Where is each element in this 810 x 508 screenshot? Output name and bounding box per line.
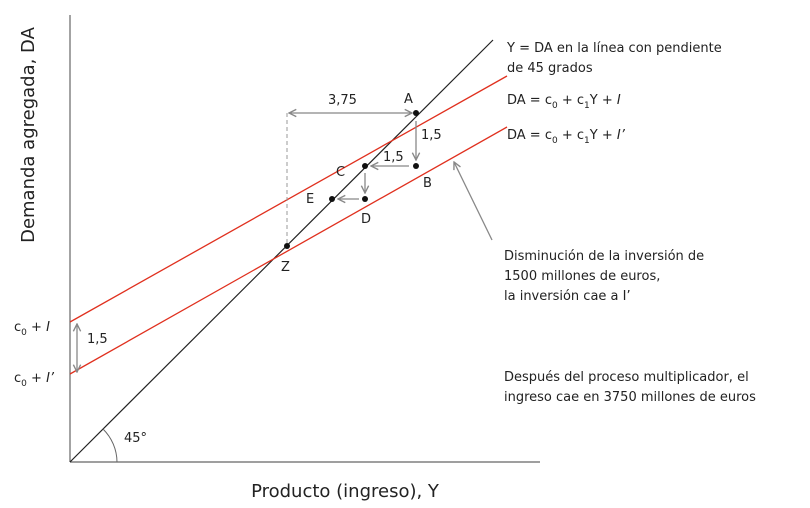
text-part: 0	[552, 101, 558, 111]
point-label: A	[404, 92, 413, 107]
text-part: 0	[552, 136, 558, 146]
note-text: Disminución de la inversión de	[504, 249, 704, 264]
legend-text: Y = DA en la línea con pendiente	[506, 41, 722, 56]
note-text: ingreso cae en 3750 millones de euros	[504, 390, 756, 405]
point-label: D	[361, 212, 371, 227]
angle-label: 45°	[124, 431, 147, 446]
points	[284, 110, 419, 249]
text-part: 0	[21, 328, 27, 338]
axes	[69, 15, 540, 463]
text-part: I	[46, 320, 50, 335]
point-label: E	[306, 192, 314, 207]
point-label: Z	[281, 260, 290, 275]
angle-arc	[102, 428, 118, 463]
text-part: 1	[584, 136, 590, 146]
text-part: DA = c	[507, 128, 552, 143]
text-part: 0	[21, 379, 27, 389]
x-axis-label: Producto (ingreso), Y	[251, 481, 440, 502]
step-label: 1,5	[87, 332, 108, 347]
text-part: I’	[46, 371, 55, 386]
text-part: Y +	[589, 93, 617, 108]
note-text: 1500 millones de euros,	[504, 269, 660, 284]
arrows	[77, 113, 493, 372]
legend-equation: DA = c0 + c1Y + I’	[507, 128, 626, 146]
text-part: I’	[617, 128, 626, 143]
step-label: 1,5	[383, 150, 404, 165]
note-text: la inversión cae a I’	[504, 289, 631, 304]
text-part: I	[617, 93, 621, 108]
intercept-label: c0 + I	[14, 320, 50, 338]
da-line-2	[69, 126, 508, 375]
text-part: +	[27, 371, 46, 386]
legend-equation: DA = c0 + c1Y + I	[507, 93, 621, 111]
text-part: c	[14, 320, 21, 335]
text-part: +	[27, 320, 46, 335]
note-text: Después del proceso multiplicador, el	[504, 370, 749, 385]
text-part: 1	[584, 101, 590, 111]
point-label: C	[336, 165, 345, 180]
intercept-label: c0 + I’	[14, 371, 55, 389]
text-part: Y +	[589, 128, 617, 143]
text-part: DA = c	[507, 93, 552, 108]
legend-text: de 45 grados	[507, 61, 593, 76]
da-line-1	[69, 75, 508, 323]
line-45	[69, 39, 494, 463]
step-label: 1,5	[421, 128, 442, 143]
point-label: B	[423, 176, 432, 191]
y-axis-label: Demanda agregada, DA	[18, 26, 39, 243]
text-part: + c	[558, 93, 584, 108]
text-part: + c	[558, 128, 584, 143]
step-label: 3,75	[328, 93, 357, 108]
text-part: c	[14, 371, 21, 386]
